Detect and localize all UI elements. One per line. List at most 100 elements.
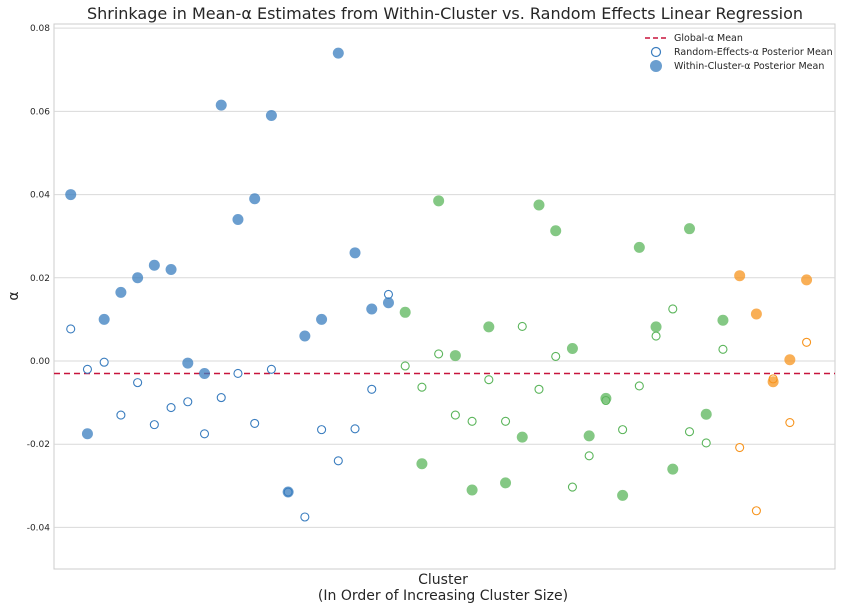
- legend-random-swatch: [650, 46, 662, 58]
- within-cluster-point: [533, 199, 545, 211]
- chart-title: Shrinkage in Mean-α Estimates from Withi…: [87, 4, 803, 23]
- x-axis-label: Cluster: [418, 572, 468, 588]
- random-effects-point: [484, 375, 494, 385]
- within-cluster-point: [299, 330, 311, 342]
- y-tick-label: 0.00: [30, 357, 50, 367]
- within-cluster-point: [199, 367, 211, 379]
- legend-within-label: Within-Cluster-α Posterior Mean: [674, 61, 824, 72]
- within-cluster-point: [750, 308, 762, 320]
- within-cluster-point: [617, 489, 629, 501]
- within-cluster-point: [550, 225, 562, 237]
- within-cluster-point: [684, 223, 696, 235]
- within-cluster-point: [332, 47, 344, 59]
- within-cluster-point: [98, 313, 110, 325]
- within-cluster-point: [349, 247, 361, 259]
- within-cluster-point: [667, 463, 679, 475]
- random-effects-point: [751, 506, 761, 516]
- y-tick-labels: -0.04 -0.02 0.00 0.02 0.04 0.06 0.08: [27, 24, 51, 533]
- within-cluster-point: [583, 430, 595, 442]
- random-effects-point: [183, 397, 193, 407]
- random-effects-point: [618, 425, 628, 435]
- random-effects-point: [634, 381, 644, 391]
- random-effects-point: [434, 349, 444, 359]
- legend-global-label: Global-α Mean: [674, 33, 743, 44]
- random-effects-point: [450, 410, 460, 420]
- within-cluster-point: [215, 99, 227, 111]
- within-cluster-point: [784, 354, 796, 366]
- random-effects-point: [350, 424, 360, 434]
- within-cluster-point: [282, 486, 294, 498]
- random-effects-point: [317, 425, 327, 435]
- within-cluster-point: [416, 458, 428, 470]
- y-tick-label: 0.06: [30, 107, 50, 117]
- random-effects-point: [116, 410, 126, 420]
- within-cluster-point: [65, 189, 77, 201]
- random-effects-point: [133, 378, 143, 388]
- random-effects-point: [233, 368, 243, 379]
- y-tick-label: -0.02: [27, 440, 50, 450]
- random-effects-point: [651, 331, 661, 341]
- random-effects-point: [668, 304, 678, 314]
- within-cluster-point: [81, 428, 93, 440]
- y-tick-label: -0.04: [27, 523, 51, 533]
- random-effects-point: [684, 427, 695, 437]
- within-cluster-point: [600, 392, 612, 404]
- y-axis-label: α: [6, 291, 22, 300]
- within-cluster-point: [316, 313, 328, 325]
- data-points: [65, 47, 813, 522]
- y-tick-label: 0.02: [30, 274, 50, 284]
- within-cluster-point: [801, 274, 813, 286]
- random-effects-point: [500, 416, 511, 426]
- random-effects-point: [802, 337, 812, 347]
- within-cluster-point: [516, 431, 528, 443]
- within-cluster-point: [165, 263, 177, 275]
- random-effects-point: [534, 384, 544, 394]
- random-effects-point: [383, 289, 394, 299]
- within-cluster-point: [700, 408, 712, 420]
- within-cluster-point: [449, 350, 461, 362]
- within-cluster-point: [734, 270, 746, 282]
- random-effects-point: [149, 420, 159, 430]
- legend-random-label: Random-Effects-α Posterior Mean: [674, 47, 833, 58]
- plot-area: [53, 23, 836, 570]
- random-effects-point: [735, 442, 745, 453]
- random-effects-point: [551, 351, 561, 361]
- random-effects-point: [333, 456, 343, 466]
- random-effects-point: [166, 403, 176, 413]
- within-cluster-point: [483, 321, 495, 333]
- within-cluster-point: [650, 321, 662, 333]
- legend: Global-α Mean Random-Effects-α Posterior…: [645, 33, 833, 72]
- within-cluster-point: [717, 314, 729, 326]
- random-effects-point: [584, 451, 594, 461]
- within-cluster-point: [767, 376, 779, 388]
- random-effects-point: [66, 324, 76, 334]
- random-effects-point: [300, 512, 310, 522]
- within-cluster-point: [433, 195, 445, 207]
- y-tick-label: 0.08: [30, 24, 50, 34]
- within-cluster-point: [232, 214, 244, 226]
- random-effects-point: [400, 361, 410, 371]
- within-cluster-point: [115, 286, 127, 298]
- random-effects-point: [266, 364, 276, 374]
- within-cluster-point: [399, 306, 411, 318]
- within-cluster-point: [633, 241, 645, 253]
- random-effects-point: [250, 418, 260, 428]
- within-cluster-point: [265, 110, 277, 122]
- random-effects-point: [785, 418, 795, 428]
- random-effects-point: [199, 429, 210, 439]
- x-axis-sublabel: (In Order of Increasing Cluster Size): [318, 588, 568, 604]
- random-effects-point: [567, 482, 577, 492]
- within-cluster-point: [382, 297, 394, 309]
- within-cluster-point: [566, 343, 578, 355]
- random-effects-point: [467, 416, 477, 426]
- within-cluster-point: [148, 259, 160, 271]
- random-effects-point: [517, 321, 527, 332]
- within-cluster-point: [132, 272, 144, 284]
- within-cluster-point: [366, 303, 378, 315]
- within-cluster-point: [249, 193, 261, 205]
- random-effects-point: [718, 344, 728, 354]
- within-cluster-point: [182, 357, 194, 369]
- random-effects-point: [82, 364, 92, 374]
- legend-within-swatch: [650, 60, 662, 72]
